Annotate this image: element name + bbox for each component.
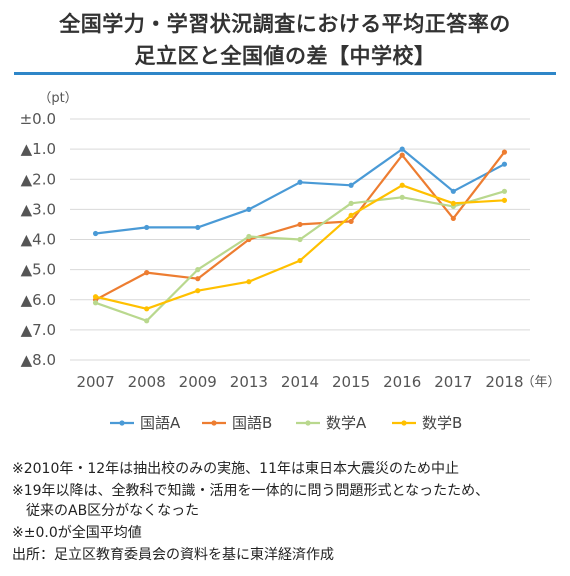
data-point <box>501 161 508 167</box>
x-axis-ticks: 2007 2008 2009 2013 2014 2015 2016 2017 2018 <box>76 373 523 391</box>
data-point <box>246 279 252 285</box>
footnote-2: ※19年以降は、全教科で知識・活用を一体的に問う問題形式となったため、 <box>12 483 490 499</box>
y-axis-ticks: ±0.0 ▲1.0 ▲2.0 ▲3.0 ▲4.0 ▲5.0 ▲6.0 ▲7.0 ▲8.0 <box>20 110 56 369</box>
y-tick-label: ▲1.0 <box>21 140 56 158</box>
x-tick-label: 2009 <box>179 373 217 391</box>
data-point <box>195 267 201 273</box>
y-tick-label: ▲2.0 <box>21 170 56 188</box>
data-point <box>144 270 150 276</box>
legend-item: 数学B <box>392 414 462 432</box>
data-point <box>297 236 303 243</box>
data-point <box>348 218 354 225</box>
data-point <box>501 197 508 203</box>
legend: 国語A 国語B 数学A 数学B <box>110 414 462 432</box>
x-tick-label: 2013 <box>230 373 268 391</box>
data-point <box>144 318 150 324</box>
data-point <box>399 182 405 188</box>
legend-marker <box>211 420 217 426</box>
y-tick-label: ±0.0 <box>20 110 56 128</box>
x-tick-label: 2007 <box>76 373 114 391</box>
title-underline <box>14 72 556 75</box>
legend-label: 数学A <box>326 414 367 432</box>
data-point <box>501 149 508 155</box>
data-point <box>450 200 456 206</box>
legend-item: 国語B <box>202 414 272 432</box>
data-point <box>92 230 99 237</box>
legend-item: 数学A <box>296 414 367 432</box>
data-point <box>399 146 405 152</box>
series-line <box>95 147 505 235</box>
y-tick-label: ▲8.0 <box>21 351 56 369</box>
y-tick-label: ▲6.0 <box>21 291 56 309</box>
data-point <box>144 306 150 312</box>
legend-label: 国語A <box>140 414 181 432</box>
line-chart: （pt） （年） ±0.0 ▲1.0 ▲2.0 ▲3.0 ▲4.0 ▲5.0 ▲6.0 ▲7.… <box>20 91 561 432</box>
data-point <box>450 215 456 222</box>
y-unit-label: （pt） <box>38 91 77 106</box>
legend-marker <box>305 420 311 426</box>
data-point <box>450 188 456 194</box>
x-tick-label: 2015 <box>332 373 370 391</box>
x-unit-label: （年） <box>521 375 560 390</box>
x-tick-label: 2008 <box>128 373 166 391</box>
y-tick-label: ▲4.0 <box>21 231 56 249</box>
y-tick-label: ▲7.0 <box>21 321 56 339</box>
y-tick-label: ▲5.0 <box>21 261 56 279</box>
data-point <box>348 200 354 206</box>
series-line <box>95 190 505 322</box>
data-point <box>195 276 201 282</box>
legend-marker <box>401 420 407 426</box>
chart-title-line-2: 足立区と全国値の差【中学校】 <box>134 44 436 68</box>
data-point <box>297 179 303 185</box>
x-tick-label: 2016 <box>383 373 421 391</box>
legend-label: 国語B <box>232 414 272 432</box>
x-tick-label: 2014 <box>281 373 319 391</box>
series <box>92 146 508 237</box>
data-point <box>399 194 405 200</box>
series <box>92 182 508 312</box>
series <box>92 149 508 303</box>
chart-title-line-1: 全国学力・学習状況調査における平均正答率の <box>59 12 511 36</box>
y-tick-label: ▲3.0 <box>21 200 56 218</box>
data-point <box>348 182 354 188</box>
series-lines <box>92 146 508 324</box>
source-credit: 出所：足立区教育委員会の資料を基に東洋経済作成 <box>12 547 334 563</box>
data-point <box>399 152 405 158</box>
footnote-3: ※±0.0が全国平均値 <box>12 525 142 541</box>
data-point <box>92 300 99 306</box>
legend-item: 国語A <box>110 414 181 432</box>
data-point <box>297 221 303 228</box>
footnote-1: ※2010年・12年は抽出校のみの実施、11年は東日本大震災のため中止 <box>12 461 459 477</box>
x-tick-label: 2017 <box>434 373 472 391</box>
legend-label: 数学B <box>422 414 462 432</box>
data-point <box>297 257 303 264</box>
x-tick-label: 2018 <box>485 373 523 391</box>
data-point <box>246 233 252 240</box>
data-point <box>195 224 201 231</box>
data-point <box>144 224 150 231</box>
data-point <box>195 288 201 294</box>
data-point <box>246 206 252 212</box>
data-point <box>348 212 354 218</box>
footnote-2-continued: 従来のAB区分がなくなった <box>26 503 200 519</box>
data-point <box>501 188 508 194</box>
legend-marker <box>119 420 125 426</box>
data-point <box>92 294 99 300</box>
